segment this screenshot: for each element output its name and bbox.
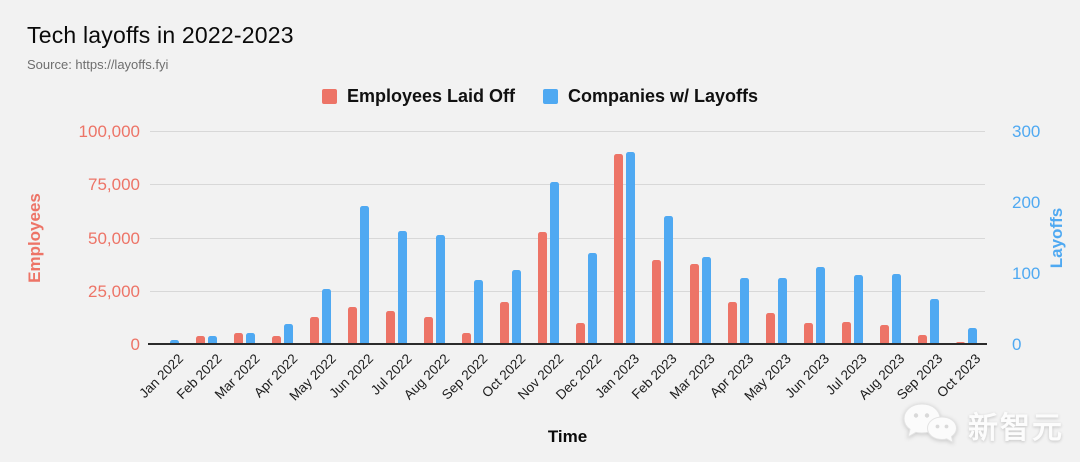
companies-bar[interactable] [170,340,180,344]
employees-bar[interactable] [879,325,889,344]
employees-swatch-icon [321,89,337,104]
right-axis-tick-label: 300 [1012,122,1041,141]
companies-bar[interactable] [512,270,522,344]
right-axis-title: Layoffs [1047,207,1066,269]
employees-bar[interactable] [348,307,358,344]
x-axis-line [148,343,987,345]
wechat-logo-icon [903,403,958,444]
companies-bar[interactable] [284,324,294,344]
employees-bar[interactable] [462,333,472,344]
left-axis-tick-label: 0 [130,335,140,354]
employees-bar[interactable] [234,333,244,344]
companies-bar[interactable] [587,253,597,344]
gridline [150,291,985,292]
companies-bar[interactable] [625,152,635,344]
companies-bar[interactable] [777,278,787,344]
watermark-text: 新智元 [968,412,1064,445]
employees-bar[interactable] [196,336,206,344]
x-axis-title: Time [547,427,588,446]
watermark: 新智元 [900,400,1064,450]
companies-bar[interactable] [663,216,673,344]
right-axis-tick-label: 0 [1012,335,1022,354]
companies-bar[interactable] [967,328,977,344]
employees-bar[interactable] [917,335,927,344]
gridline [150,238,985,239]
companies-bar[interactable] [815,267,825,344]
companies-bar[interactable] [853,275,863,344]
employees-bar[interactable] [310,317,320,344]
companies-bar[interactable] [739,278,749,344]
employees-bar[interactable] [689,264,699,344]
left-axis-tick-label: 100,000 [78,122,140,141]
plot-area [148,131,987,345]
employees-bar[interactable] [538,232,548,344]
left-axis-tick-label: 75,000 [88,175,140,195]
employees-bar[interactable] [424,317,434,344]
companies-swatch-icon [543,89,558,104]
legend-item-companies[interactable]: Companies w/ Layoffs [543,86,758,107]
companies-bar[interactable] [701,257,711,344]
gridline [150,131,985,132]
employees-bar[interactable] [500,302,510,344]
employees-bar[interactable] [651,260,661,344]
companies-bar[interactable] [891,274,901,344]
legend: Employees Laid Off Companies w/ Layoffs [0,86,1080,107]
companies-bar[interactable] [208,336,218,344]
companies-bar[interactable] [398,231,408,344]
employees-bar[interactable] [272,336,282,344]
companies-bar[interactable] [246,333,256,344]
employees-bar[interactable] [575,323,585,344]
left-axis-tick-label: 50,000 [88,228,140,248]
companies-bar[interactable] [550,182,560,344]
chart-source: Source: https://layoffs.fyi [27,57,169,72]
right-axis-tick-label: 200 [1012,193,1041,212]
employees-bar[interactable] [765,313,775,344]
right-axis-tick-label: 100 [1012,264,1041,283]
employees-bar[interactable] [386,311,396,344]
companies-bar[interactable] [322,289,332,344]
employees-bar[interactable] [841,322,851,344]
companies-bar[interactable] [436,235,446,344]
legend-item-employees[interactable]: Employees Laid Off [321,86,515,107]
companies-bar[interactable] [474,280,484,344]
gridline [150,184,985,185]
chart-title: Tech layoffs in 2022-2023 [27,22,294,48]
companies-bar[interactable] [360,206,370,344]
legend-label-companies: Companies w/ Layoffs [568,86,759,106]
legend-label-employees: Employees Laid Off [346,86,515,106]
left-axis-tick-label: 25,000 [88,281,140,301]
employees-bar[interactable] [803,323,813,344]
employees-bar[interactable] [613,154,623,344]
companies-bar[interactable] [929,299,939,344]
employees-bar[interactable] [727,302,737,344]
